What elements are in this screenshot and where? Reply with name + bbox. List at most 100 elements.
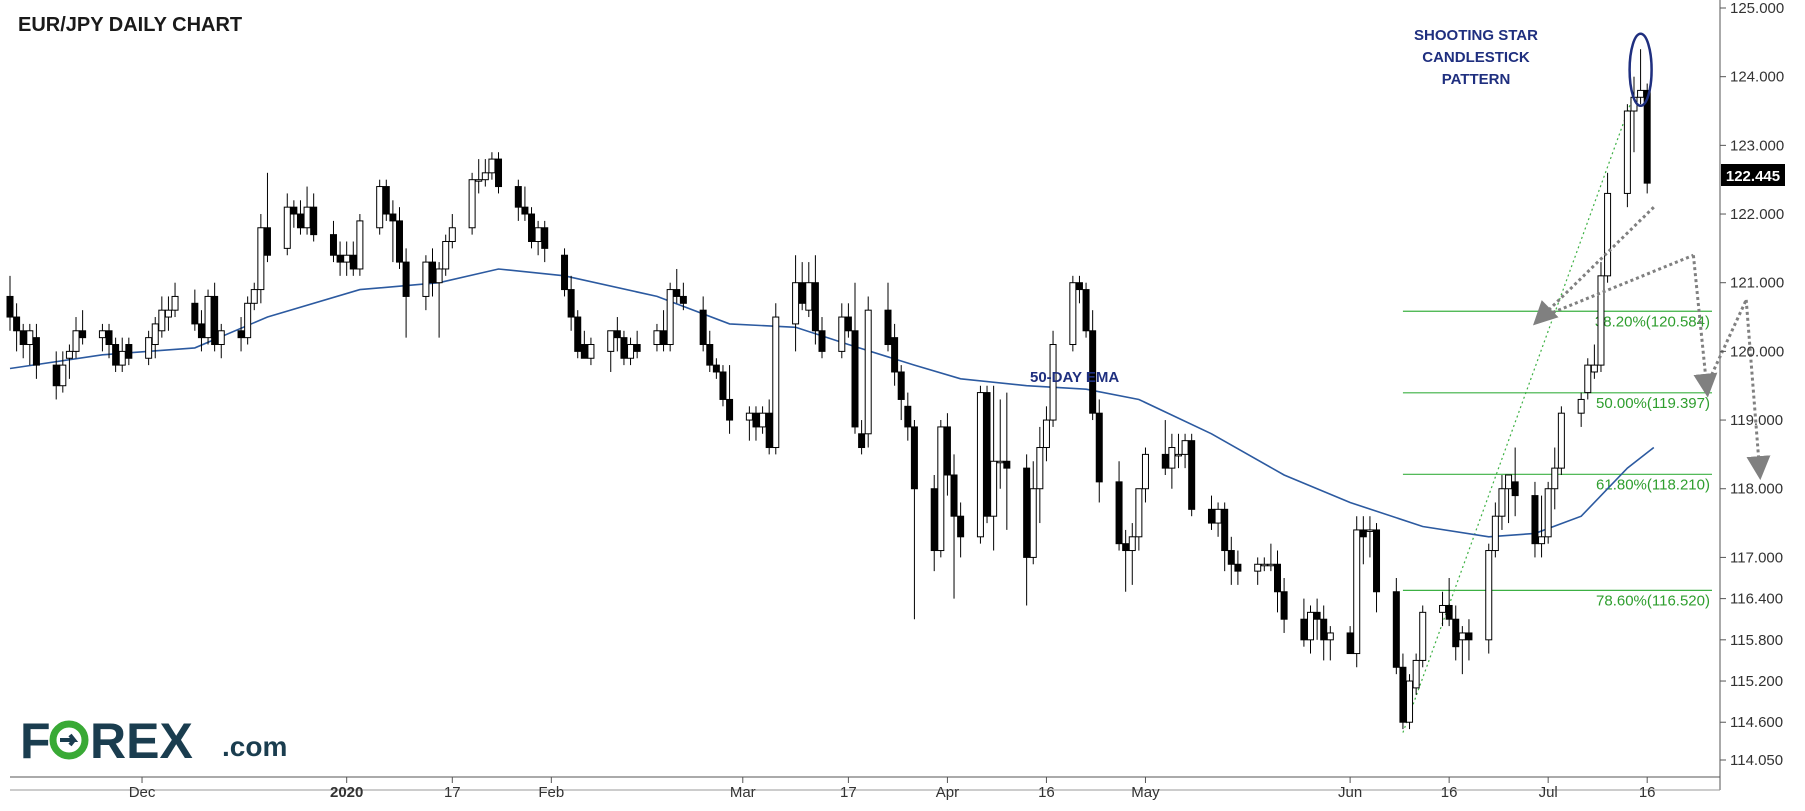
candle-body-up xyxy=(250,289,258,304)
candlestick xyxy=(79,310,87,345)
candlestick xyxy=(349,241,357,276)
candlestick xyxy=(1577,392,1585,427)
candle-body-down xyxy=(957,515,965,538)
candlestick xyxy=(851,282,859,434)
fib-level-label: 50.00%(119.397) xyxy=(1596,395,1710,412)
candlestick xyxy=(1412,653,1420,695)
candlestick xyxy=(1214,502,1222,537)
x-tick-label: Dec xyxy=(129,784,156,801)
candle-body-down xyxy=(296,213,304,229)
x-tick-label: 17 xyxy=(840,784,857,801)
candlestick xyxy=(798,262,806,311)
candle-body-up xyxy=(118,350,126,366)
candle-body-up xyxy=(1181,440,1189,455)
candle-body-up xyxy=(158,309,166,332)
candlestick xyxy=(1557,406,1565,475)
candle-body-down xyxy=(798,282,806,304)
candlestick xyxy=(1637,49,1645,105)
candlestick xyxy=(660,310,668,352)
candlestick xyxy=(1069,275,1077,352)
y-tick-label: 121.000 xyxy=(1730,275,1784,292)
candle-body-down xyxy=(32,337,40,366)
candlestick xyxy=(488,152,496,180)
candle-body-up xyxy=(1637,89,1645,98)
candlestick xyxy=(303,186,311,235)
candle-body-down xyxy=(567,289,575,318)
candlestick xyxy=(1359,516,1367,565)
candlestick xyxy=(805,262,813,318)
candle-body-down xyxy=(1465,632,1473,641)
candlestick xyxy=(1406,674,1414,730)
candle-body-down xyxy=(1373,529,1381,593)
ema-50-line xyxy=(9,268,1655,538)
trend-line-layer xyxy=(1402,93,1635,733)
candle-body-up xyxy=(422,261,430,297)
candlestick xyxy=(699,296,707,352)
candle-body-down xyxy=(910,426,918,490)
candlestick xyxy=(125,337,133,366)
candlestick xyxy=(1029,461,1037,565)
candlestick xyxy=(587,337,595,366)
candlestick xyxy=(1326,626,1334,661)
candle-body-up xyxy=(303,206,311,229)
candlestick xyxy=(13,303,21,352)
candlestick xyxy=(310,193,318,242)
y-tick-label: 114.050 xyxy=(1730,752,1783,769)
candle-body-down xyxy=(580,344,588,359)
candle-body-down xyxy=(620,337,628,359)
candle-body-up xyxy=(996,460,1004,464)
candle-body-down xyxy=(1115,481,1123,545)
candlestick xyxy=(534,220,542,256)
candlestick xyxy=(171,282,179,318)
candlestick xyxy=(910,420,918,620)
candlestick xyxy=(1042,406,1050,462)
candlestick xyxy=(290,200,298,228)
candle-body-down xyxy=(1089,330,1097,414)
candle-body-down xyxy=(1227,550,1235,565)
shooting-star-label-line3: PATTERN xyxy=(1442,71,1511,88)
candle-body-down xyxy=(191,302,199,325)
logo-letters-rex: REX xyxy=(90,713,193,769)
forex-com-logo: F REX .com xyxy=(20,713,287,769)
candlestick xyxy=(1254,557,1262,585)
candlestick xyxy=(1115,461,1123,551)
candle-body-up xyxy=(1498,488,1506,517)
candlestick xyxy=(1643,83,1651,194)
candlestick xyxy=(765,399,773,455)
candle-body-down xyxy=(811,282,819,332)
candlestick xyxy=(1267,543,1275,572)
candlestick xyxy=(376,179,384,235)
candlestick xyxy=(1260,557,1268,572)
candle-body-up xyxy=(607,330,615,352)
candle-body-up xyxy=(1419,611,1427,661)
candlestick xyxy=(1227,536,1235,585)
x-axis: Dec 2020 17 Feb Mar 17 Apr 16 May Jun 16 Jul 16 xyxy=(129,777,1656,801)
candlestick xyxy=(72,317,80,359)
candlestick xyxy=(1445,578,1453,627)
candle-body-up xyxy=(1551,467,1559,490)
fib-level-label: 61.80%(118.210) xyxy=(1596,476,1710,493)
candlestick xyxy=(244,296,252,345)
candlestick xyxy=(389,200,397,263)
candlestick xyxy=(1505,474,1513,524)
candlestick xyxy=(858,420,866,455)
candle-body-down xyxy=(1095,412,1103,483)
candlestick xyxy=(990,385,998,551)
projection-arrow-segment xyxy=(1744,299,1771,481)
candlestick xyxy=(726,365,734,434)
candlestick xyxy=(1174,433,1182,469)
y-tick-label: 120.000 xyxy=(1730,343,1784,360)
candle-body-down xyxy=(679,295,687,304)
candlestick xyxy=(752,406,760,441)
candlestick xyxy=(1161,420,1169,475)
candle-body-up xyxy=(990,460,998,517)
candlestick xyxy=(673,268,681,304)
candlestick xyxy=(1082,282,1090,338)
candlestick xyxy=(943,413,951,496)
candle-body-up xyxy=(1590,364,1598,373)
fib-level-label: 38.20%(120.584) xyxy=(1595,313,1710,330)
y-axis: 125.000 124.000 123.000 122.000 121.000 120.0… xyxy=(1720,0,1784,769)
candle-body-up xyxy=(151,323,159,346)
y-tick-label: 115.200 xyxy=(1730,673,1783,690)
x-tick-label: May xyxy=(1131,784,1160,801)
